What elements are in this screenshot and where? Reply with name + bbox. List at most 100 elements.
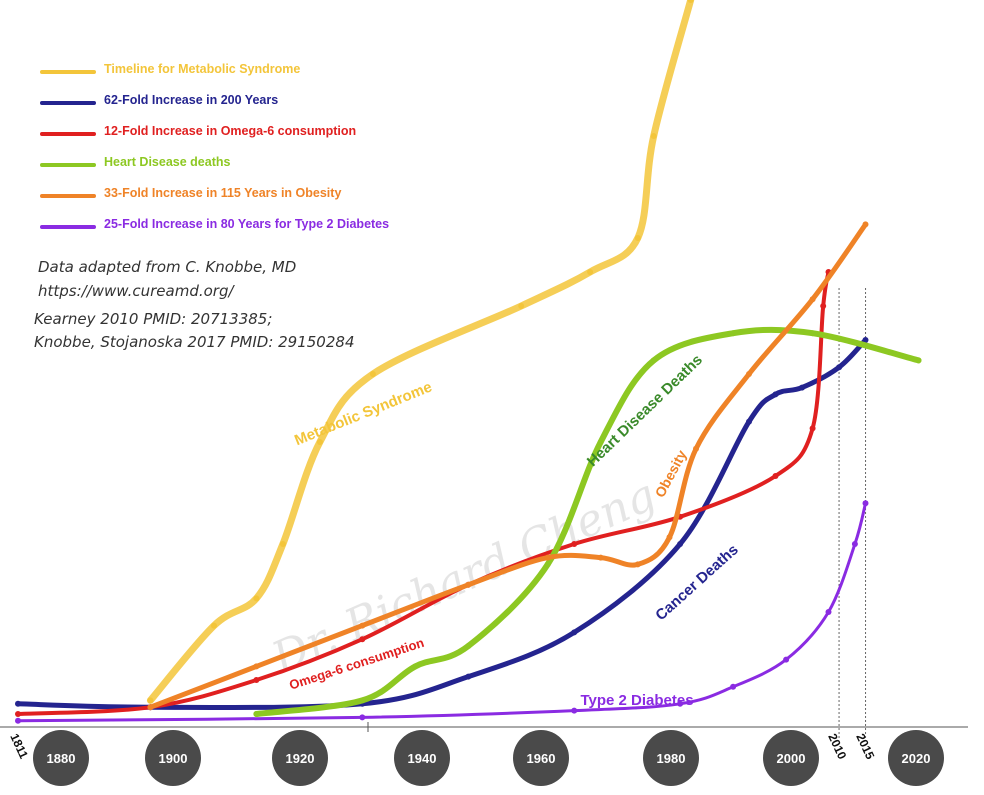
x-tick-circle <box>394 730 450 786</box>
data-point-type-2-diabetes <box>730 683 737 690</box>
data-point-obesity <box>746 371 752 377</box>
x-tick-label: 1940 <box>408 751 437 766</box>
data-point-cancer-deaths <box>571 629 578 636</box>
legend-swatch <box>40 70 96 74</box>
data-point-heart-disease-deaths <box>915 357 922 364</box>
series-line-obesity <box>147 221 868 710</box>
data-point-metabolic-syndrome <box>211 622 217 629</box>
x-tick-circle <box>33 730 89 786</box>
data-point-heart-disease-deaths <box>597 439 604 445</box>
data-point-type-2-diabetes <box>15 717 21 724</box>
x-tick-label-small: 1811 <box>7 731 31 761</box>
data-point-metabolic-syndrome <box>147 697 154 704</box>
data-point-omega-6-consumption <box>571 541 578 547</box>
legend-swatch <box>40 225 96 229</box>
series-label-metabolic-syndrome: Metabolic Syndrome <box>292 378 434 449</box>
legend-label: 33-Fold Increase in 115 Years in Obesity <box>104 186 342 200</box>
x-tick-label: 1900 <box>159 751 188 766</box>
data-point-metabolic-syndrome <box>369 371 376 377</box>
data-point-metabolic-syndrome <box>687 0 694 3</box>
legend-swatch <box>40 101 96 105</box>
data-point-obesity <box>809 296 816 303</box>
data-point-metabolic-syndrome <box>518 303 525 309</box>
data-point-type-2-diabetes <box>851 541 858 547</box>
series-line-heart-disease-deaths <box>253 326 922 717</box>
data-point-type-2-diabetes <box>359 714 366 721</box>
data-point-type-2-diabetes <box>677 700 684 707</box>
data-point-omega-6-consumption <box>809 425 816 432</box>
legend-swatch <box>40 194 96 198</box>
data-point-obesity <box>693 445 699 452</box>
data-point-omega-6-consumption <box>15 711 21 717</box>
x-tick-circle <box>513 730 569 786</box>
x-tick-label: 1920 <box>286 751 315 766</box>
x-tick-circle <box>888 730 944 786</box>
data-point-cancer-deaths <box>465 673 472 680</box>
legend-label: Timeline for Metabolic Syndrome <box>104 62 301 76</box>
source-url: https://www.cureamd.org/ <box>38 282 234 300</box>
data-point-heart-disease-deaths <box>359 697 366 704</box>
data-point-heart-disease-deaths <box>253 711 260 717</box>
source-credit: Data adapted from C. Knobbe, MD <box>38 258 297 276</box>
data-point-type-2-diabetes <box>783 656 790 663</box>
legend-swatch <box>40 132 96 136</box>
series-label-cancer-deaths: Cancer Deaths <box>652 541 741 624</box>
data-point-cancer-deaths <box>799 384 805 391</box>
series-line-metabolic-syndrome <box>146 0 695 704</box>
x-tick-label: 2000 <box>777 751 806 766</box>
data-point-heart-disease-deaths <box>544 561 551 568</box>
data-point-cancer-deaths <box>772 391 779 398</box>
data-point-cancer-deaths <box>15 700 21 707</box>
data-point-type-2-diabetes <box>862 500 869 507</box>
source-citation: Kearney 2010 PMID: 20713385; <box>34 310 273 328</box>
data-point-metabolic-syndrome <box>650 133 657 139</box>
x-tick-label: 1980 <box>657 751 686 766</box>
data-point-type-2-diabetes <box>571 707 578 714</box>
data-point-omega-6-consumption <box>772 473 779 479</box>
x-tick-circle <box>272 730 328 786</box>
series-label-type-2-diabetes: Type 2 Diabetes <box>580 692 693 709</box>
data-point-metabolic-syndrome <box>279 541 286 547</box>
data-point-cancer-deaths <box>836 364 843 371</box>
data-point-metabolic-syndrome <box>634 235 641 241</box>
legend-label: 25-Fold Increase in 80 Years for Type 2 … <box>104 217 390 231</box>
data-point-obesity <box>253 663 260 670</box>
data-point-obesity <box>862 221 869 228</box>
x-tick-circle <box>643 730 699 786</box>
series-line-cancer-deaths <box>15 337 868 710</box>
data-point-heart-disease-deaths <box>412 663 419 670</box>
x-tick-label-small: 2010 <box>825 731 849 761</box>
data-point-obesity <box>597 554 604 561</box>
data-point-cancer-deaths <box>677 541 684 547</box>
data-point-obesity <box>544 554 551 561</box>
x-tick-label: 2020 <box>902 751 931 766</box>
data-point-omega-6-consumption <box>253 677 260 683</box>
data-point-obesity <box>634 561 641 568</box>
data-point-obesity <box>147 704 154 711</box>
data-point-omega-6-consumption <box>359 636 366 643</box>
legend-label: Heart Disease deaths <box>104 155 231 169</box>
data-point-heart-disease-deaths <box>809 330 816 337</box>
x-tick-circle <box>145 730 201 786</box>
x-tick-label-small: 2015 <box>853 731 877 761</box>
data-point-cancer-deaths <box>862 337 869 343</box>
data-point-metabolic-syndrome <box>316 439 323 445</box>
legend-swatch <box>40 163 96 167</box>
x-tick-circle <box>763 730 819 786</box>
data-point-heart-disease-deaths <box>465 643 472 649</box>
data-point-omega-6-consumption <box>820 303 827 309</box>
legend-label: 12-Fold Increase in Omega-6 consumption <box>104 124 357 138</box>
data-point-obesity <box>359 622 366 629</box>
source-citation: Knobbe, Stojanoska 2017 PMID: 29150284 <box>34 333 355 351</box>
x-tick-label: 1880 <box>47 751 76 766</box>
data-point-heart-disease-deaths <box>650 357 657 364</box>
data-point-obesity <box>465 581 472 588</box>
data-point-metabolic-syndrome <box>253 595 260 602</box>
data-point-cancer-deaths <box>746 418 752 425</box>
data-point-metabolic-syndrome <box>587 269 594 275</box>
legend-label: 62-Fold Increase in 200 Years <box>104 93 279 107</box>
x-tick-label: 1960 <box>527 751 556 766</box>
data-point-heart-disease-deaths <box>730 330 737 337</box>
data-point-obesity <box>666 534 673 541</box>
